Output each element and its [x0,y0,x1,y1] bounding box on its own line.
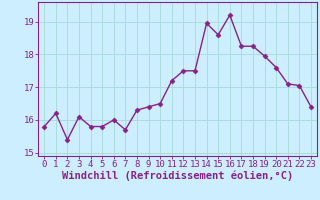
X-axis label: Windchill (Refroidissement éolien,°C): Windchill (Refroidissement éolien,°C) [62,171,293,181]
